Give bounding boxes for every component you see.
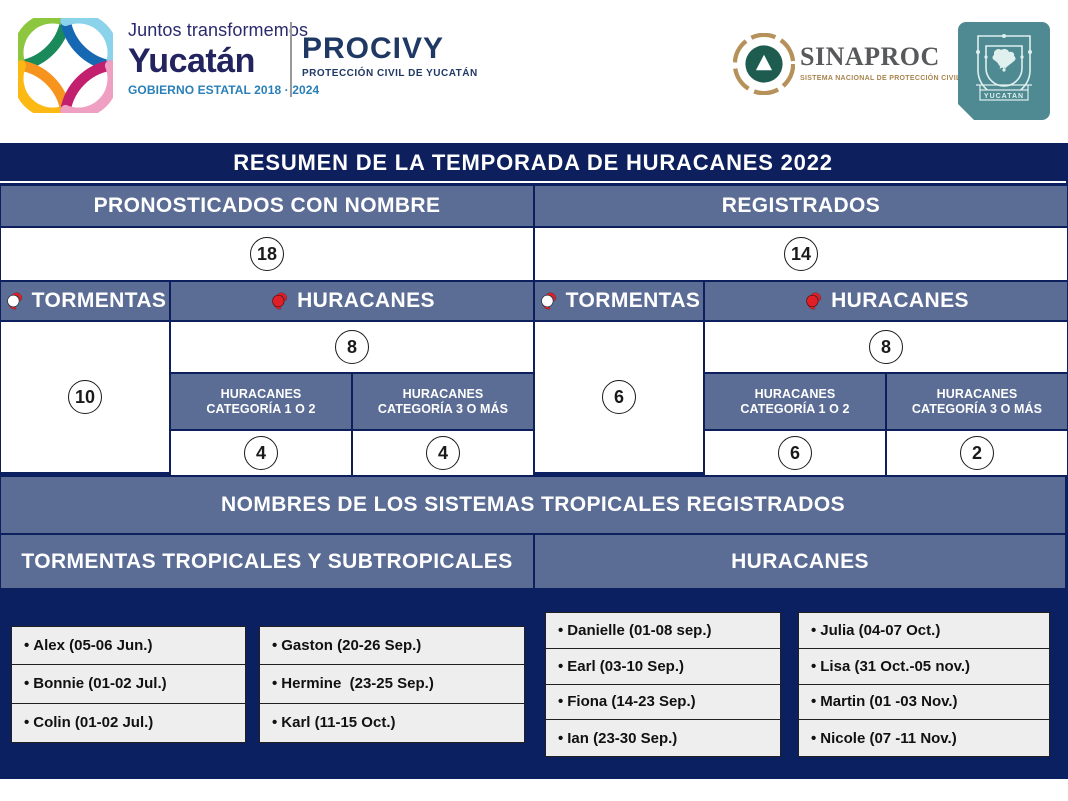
svg-text:YUCATAN: YUCATAN — [984, 93, 1024, 100]
